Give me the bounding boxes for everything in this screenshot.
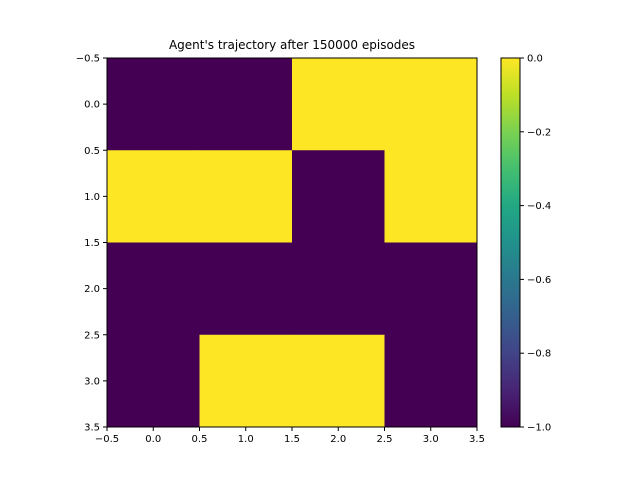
colorbar-tick-label: 0.0 [527, 54, 543, 65]
heatmap-cell-r2-c1 [199, 242, 293, 336]
x-tick-label: 3.0 [423, 434, 439, 445]
heatmap-cell-r2-c3 [384, 242, 478, 336]
heatmap-cell-r0-c1 [199, 58, 293, 151]
colorbar-tick-label: −0.2 [527, 127, 551, 138]
y-tick-label: −0.5 [76, 54, 100, 65]
colorbar-axis: 0.0 −0.2 −0.4 −0.6 −0.8 −1.0 [520, 54, 551, 434]
heatmap-cell-r3-c2 [292, 334, 385, 428]
y-axis: −0.5 0.0 0.5 1.0 1.5 2.0 2.5 3.0 3.5 [76, 54, 107, 434]
y-tick-label: 1.5 [84, 238, 100, 249]
heatmap-cell-r1-c1 [199, 150, 293, 243]
x-tick-label: 1.0 [238, 434, 254, 445]
heatmap-cell-r1-c3 [384, 150, 478, 243]
colorbar-tick-label: −0.6 [527, 275, 551, 286]
heatmap-cell-r0-c3 [384, 58, 478, 151]
y-tick-label: 1.0 [84, 192, 100, 203]
x-axis: −0.5 0.0 0.5 1.0 1.5 2.0 2.5 3.0 3.5 [95, 427, 485, 445]
heatmap-cell-r3-c0 [107, 334, 200, 428]
heatmap-cell-r0-c0 [107, 58, 200, 151]
y-tick-label: 3.0 [84, 376, 100, 387]
y-tick-label: 3.5 [84, 423, 100, 434]
heatmap-cell-r1-c0 [107, 150, 200, 243]
y-tick-label: 0.0 [84, 100, 100, 111]
heatmap-cell-r3-c1 [199, 334, 293, 428]
heatmap-cell-r3-c3 [384, 334, 478, 428]
heatmap-cell-r2-c2 [292, 242, 385, 336]
y-tick-label: 2.5 [84, 330, 100, 341]
colorbar-tick-label: −0.4 [527, 201, 551, 212]
heatmap-cell-r1-c2 [292, 150, 385, 243]
x-tick-label: 2.5 [377, 434, 393, 445]
colorbar-tick-label: −0.8 [527, 349, 551, 360]
x-tick-label: 0.0 [145, 434, 161, 445]
y-tick-label: 0.5 [84, 146, 100, 157]
colorbar [500, 57, 521, 428]
heatmap-cell-r2-c0 [107, 242, 200, 336]
x-tick-label: 2.0 [330, 434, 346, 445]
heatmap-cell-r0-c2 [292, 58, 385, 151]
x-tick-label: 1.5 [284, 434, 300, 445]
heatmap-cells [107, 58, 478, 428]
x-tick-label: −0.5 [95, 434, 119, 445]
y-tick-label: 2.0 [84, 284, 100, 295]
x-tick-label: 3.5 [469, 434, 485, 445]
chart-title: Agent's trajectory after 150000 episodes [169, 38, 415, 52]
x-tick-label: 0.5 [192, 434, 208, 445]
colorbar-tick-label: −1.0 [527, 423, 551, 434]
